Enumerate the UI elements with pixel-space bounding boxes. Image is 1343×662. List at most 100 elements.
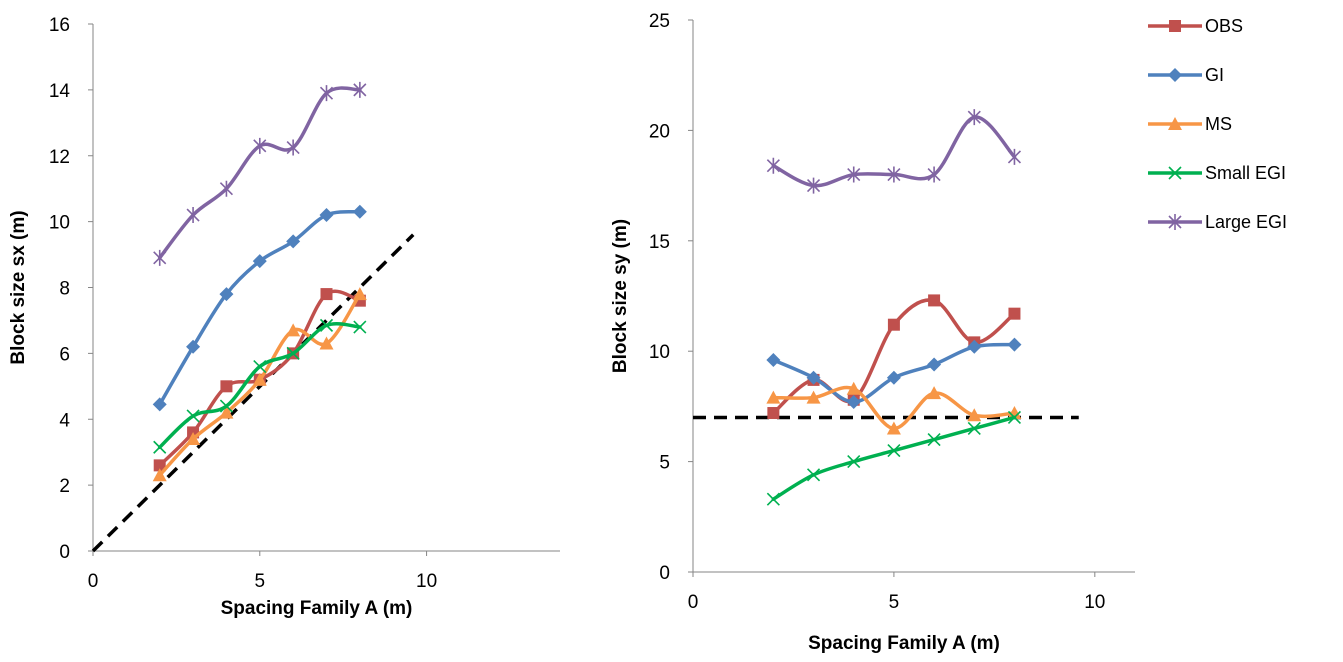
x-axis-title: Spacing Family A (m) [808, 633, 1000, 654]
series-ms [766, 381, 1022, 435]
data-point-large-egi [253, 137, 267, 154]
legend-label: GI [1205, 65, 1224, 85]
data-point-ms [927, 386, 942, 400]
data-point-gi [186, 339, 201, 354]
y-tick-label: 25 [649, 11, 670, 32]
data-point-large-egi [927, 166, 941, 183]
y-tick-label: 20 [649, 121, 670, 142]
series-gi [152, 204, 367, 412]
data-point-ms [846, 381, 861, 395]
series-gi [766, 337, 1022, 409]
legend-entry-ms: MS [1148, 114, 1232, 134]
y-tick-label: 0 [659, 563, 670, 584]
y-tick-label: 0 [59, 542, 70, 563]
data-point-small-egi [967, 421, 981, 436]
series-ms [152, 287, 367, 482]
legend-entry-obs: OBS [1148, 16, 1243, 36]
data-point-large-egi [766, 157, 780, 174]
data-point-obs [767, 407, 780, 420]
data-point-large-egi [967, 109, 981, 126]
data-point-gi [286, 234, 301, 249]
data-point-ms [352, 287, 367, 301]
data-point-ms [1007, 406, 1022, 420]
legend-label: Large EGI [1205, 212, 1287, 232]
data-point-large-egi [286, 139, 300, 156]
data-point-large-egi [847, 166, 861, 183]
y-tick-label: 5 [659, 453, 670, 474]
data-point-small-egi [219, 399, 233, 413]
legend-entry-gi: GI [1148, 65, 1224, 85]
data-point-ms [152, 468, 167, 482]
x-tick-label: 10 [416, 571, 437, 592]
series-line-obs [771, 298, 1017, 415]
y-axis-title: Block size sy (m) [610, 219, 631, 373]
series-small-egi [766, 410, 1022, 506]
data-point-large-egi [1007, 148, 1022, 165]
data-point-ms [252, 372, 267, 386]
x-tick-label: 0 [688, 592, 699, 613]
data-point-ms [286, 323, 301, 337]
data-point-obs [153, 459, 166, 472]
legend-label: MS [1205, 114, 1232, 134]
data-point-small-egi [319, 318, 334, 332]
x-tick-label: 0 [88, 571, 99, 592]
data-point-small-egi [806, 468, 821, 482]
data-point-large-egi [353, 81, 367, 98]
y-tick-label: 10 [649, 342, 670, 363]
legend-swatch-marker [1168, 68, 1182, 82]
data-point-obs [1008, 307, 1021, 320]
data-point-ms [186, 432, 201, 446]
series-large-egi [153, 81, 367, 266]
series-small-egi [153, 318, 367, 454]
y-axis-title: Block size sx (m) [8, 210, 29, 364]
data-point-gi [1007, 337, 1022, 352]
data-point-small-egi [186, 409, 200, 423]
y-tick-label: 8 [59, 279, 70, 300]
data-point-small-egi [927, 432, 941, 447]
data-point-gi [152, 397, 167, 412]
legend-entry-large-egi: Large EGI [1148, 212, 1287, 232]
data-point-small-egi [766, 492, 780, 506]
y-tick-label: 4 [59, 410, 70, 431]
y-tick-label: 16 [49, 15, 70, 36]
x-tick-label: 10 [1084, 592, 1105, 613]
y-tick-label: 12 [49, 147, 70, 168]
data-point-ms [886, 421, 901, 435]
data-point-gi [252, 254, 267, 269]
legend-swatch-marker [1169, 20, 1181, 32]
x-tick-label: 5 [254, 571, 265, 592]
y-tick-label: 14 [49, 81, 71, 102]
series-obs [767, 294, 1021, 420]
legend: OBS GI MS Small EGI Large EGI [1148, 16, 1287, 232]
data-point-ms [967, 408, 982, 422]
data-point-ms [319, 336, 334, 350]
series-large-egi [766, 109, 1022, 194]
data-point-obs [320, 288, 333, 301]
data-point-gi [846, 394, 861, 409]
data-point-small-egi [1007, 410, 1022, 425]
legend-swatch-marker [1168, 214, 1182, 230]
data-point-small-egi [153, 440, 167, 454]
data-point-gi [806, 370, 821, 385]
data-point-large-egi [186, 207, 200, 224]
data-point-large-egi [219, 180, 233, 197]
data-point-gi [352, 204, 367, 219]
x-axis-title: Spacing Family A (m) [221, 598, 413, 619]
legend-label: OBS [1205, 16, 1243, 36]
data-point-ms [219, 405, 234, 419]
x-tick-label: 5 [889, 592, 900, 613]
data-point-large-egi [806, 177, 821, 194]
data-point-small-egi [887, 443, 901, 458]
legend-swatch-marker [1168, 166, 1182, 180]
data-point-gi [886, 370, 901, 385]
series-line-large-egi [157, 86, 362, 260]
data-point-gi [766, 353, 781, 368]
data-point-small-egi [353, 320, 367, 334]
data-point-gi [967, 339, 982, 354]
legend-entry-small-egi: Small EGI [1148, 163, 1286, 183]
data-point-gi [219, 287, 234, 302]
legend-label: Small EGI [1205, 163, 1286, 183]
legend-swatch-marker [1168, 117, 1182, 130]
